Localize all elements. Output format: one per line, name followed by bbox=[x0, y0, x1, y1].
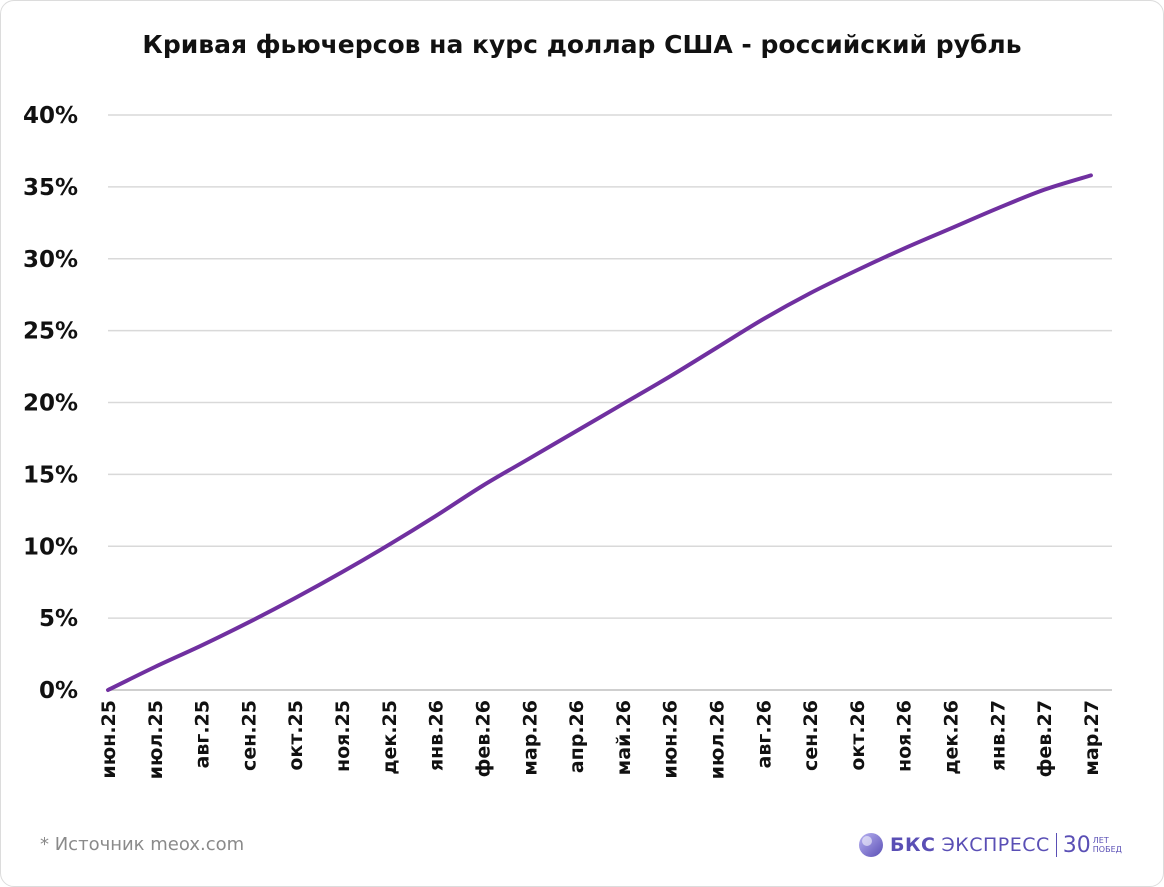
x-tick-label: май.26 bbox=[613, 700, 635, 775]
y-tick-label: 0% bbox=[39, 678, 78, 704]
x-tick-label: сен.25 bbox=[238, 700, 260, 771]
y-tick-label: 30% bbox=[23, 247, 78, 273]
x-tick-label: июл.25 bbox=[145, 700, 167, 779]
x-tick-label: окт.25 bbox=[285, 700, 307, 771]
y-tick-label: 25% bbox=[23, 319, 78, 345]
source-note: * Источник meox.com bbox=[40, 834, 245, 855]
anniversary-number: 30 bbox=[1062, 832, 1091, 858]
x-tick-label: янв.27 bbox=[987, 700, 1009, 771]
anniversary-top: ЛЕТ bbox=[1092, 836, 1109, 845]
y-tick-label: 10% bbox=[23, 534, 78, 560]
bks-express-logo: БКС ЭКСПРЕСС 30 ЛЕТ ПОБЕД bbox=[858, 830, 1122, 860]
y-axis-ticks: 0% 5% 10% 15% 20% 25% 30% 35% 40% bbox=[23, 103, 78, 704]
x-tick-label: мар.27 bbox=[1081, 700, 1103, 776]
y-tick-label: 35% bbox=[23, 175, 78, 201]
x-tick-label: ноя.26 bbox=[894, 700, 916, 772]
x-tick-label: дек.26 bbox=[941, 700, 963, 775]
x-tick-label: апр.26 bbox=[566, 700, 588, 773]
x-axis-ticks: июн.25 июл.25 авг.25 сен.25 окт.25 ноя.25 дек.… bbox=[98, 700, 1103, 779]
brand-express: ЭКСПРЕСС bbox=[941, 834, 1050, 856]
x-tick-label: фев.26 bbox=[472, 700, 494, 777]
logo-divider bbox=[1055, 833, 1057, 857]
x-tick-label: авг.25 bbox=[192, 700, 214, 768]
x-tick-label: июн.26 bbox=[660, 700, 682, 779]
x-tick-label: фев.27 bbox=[1034, 700, 1056, 777]
anniversary-text: ЛЕТ ПОБЕД bbox=[1093, 836, 1122, 854]
x-tick-label: июл.26 bbox=[706, 700, 728, 779]
x-tick-label: авг.26 bbox=[753, 700, 775, 768]
x-tick-label: окт.26 bbox=[847, 700, 869, 771]
chart-title: Кривая фьючерсов на курс доллар США - ро… bbox=[142, 30, 1022, 59]
y-tick-label: 15% bbox=[23, 462, 78, 488]
anniversary-bottom: ПОБЕД bbox=[1092, 845, 1122, 854]
y-tick-label: 40% bbox=[23, 103, 78, 129]
bks-logo-icon bbox=[859, 833, 883, 857]
x-tick-label: ноя.25 bbox=[332, 700, 354, 772]
x-tick-label: сен.26 bbox=[800, 700, 822, 771]
x-tick-label: июн.25 bbox=[98, 700, 120, 779]
x-tick-label: мар.26 bbox=[519, 700, 541, 776]
x-tick-label: янв.26 bbox=[426, 700, 448, 771]
y-tick-label: 20% bbox=[23, 391, 78, 417]
series-line bbox=[106, 173, 1093, 692]
grid-lines bbox=[108, 114, 1112, 619]
x-tick-label: дек.25 bbox=[379, 700, 401, 775]
brand-bks: БКС bbox=[890, 834, 936, 856]
y-tick-label: 5% bbox=[39, 606, 78, 632]
